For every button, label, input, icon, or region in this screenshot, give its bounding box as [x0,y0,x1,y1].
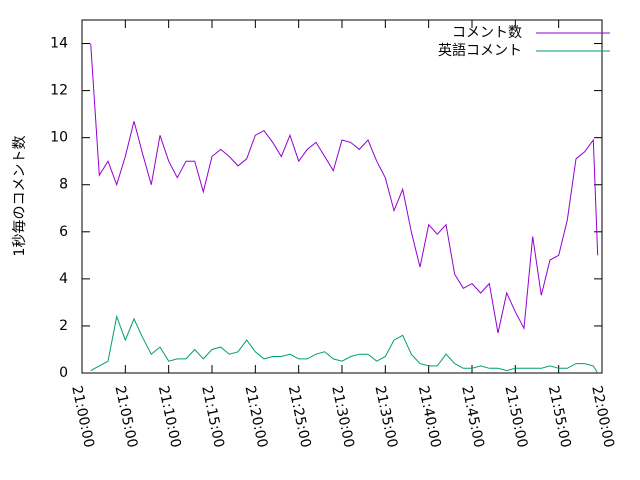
plot-frame [81,19,603,374]
x-tick-label: 21:05:00 [112,384,141,449]
legend-label: コメント数 [452,25,522,41]
legend-label: 英語コメント [438,42,522,59]
y-tick-label: 4 [59,271,68,287]
y-tick-label: 6 [59,224,68,240]
y-tick-label: 10 [50,130,68,146]
x-tick-label: 21:45:00 [458,384,487,449]
series-line [90,314,599,374]
x-tick-label: 21:40:00 [415,384,444,449]
y-tick-label: 0 [59,365,68,381]
x-tick-label: 22:00:00 [588,384,617,449]
y-tick-label: 12 [50,83,68,99]
y-tick-label: 14 [50,36,68,52]
y-axis-label: 1秒毎のコメント数 [12,136,28,257]
series-line [90,43,599,334]
x-tick-label: 21:55:00 [545,384,574,449]
x-tick-label: 21:50:00 [502,384,531,449]
x-tick-label: 21:30:00 [328,384,357,449]
x-tick-label: 21:15:00 [198,384,227,449]
y-tick-label: 8 [59,177,68,193]
x-tick-label: 21:35:00 [372,384,401,449]
x-tick-label: 21:20:00 [242,384,271,449]
x-tick-label: 21:25:00 [285,384,314,449]
x-tick-label: 21:10:00 [155,384,184,449]
y-tick-label: 2 [59,318,68,334]
x-tick-label: 21:00:00 [68,384,97,449]
